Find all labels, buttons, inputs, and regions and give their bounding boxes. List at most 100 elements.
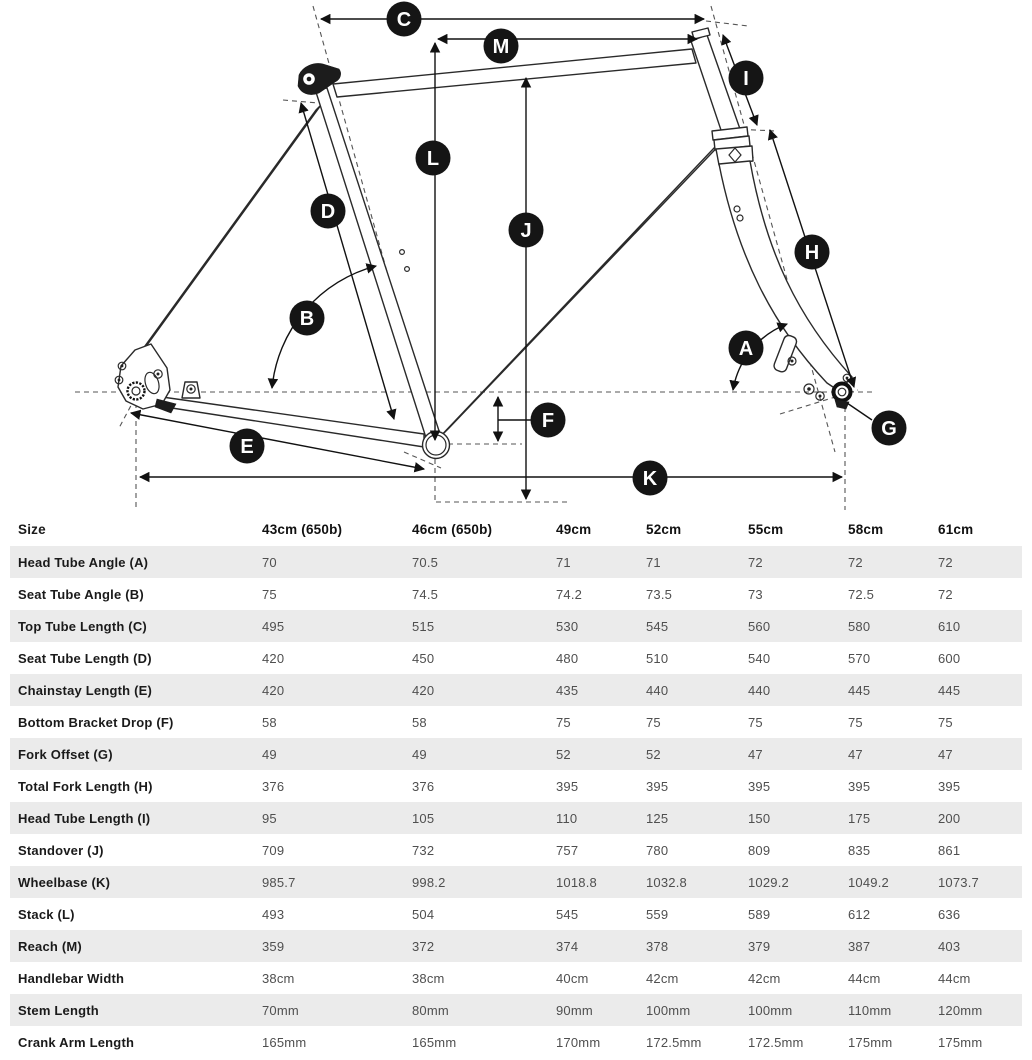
- table-row: Handlebar Width 38cm 38cm 40cm 42cm 42cm 44cm 4…: [10, 962, 1022, 994]
- header-col: 58cm: [848, 521, 884, 537]
- table-cell: 58: [412, 714, 427, 730]
- table-cell: 612: [848, 906, 871, 922]
- table-cell: 125: [646, 810, 669, 826]
- table-row: Fork Offset (G) 49 49 52 52 47 47 47: [10, 738, 1022, 770]
- table-cell: 75: [262, 586, 277, 602]
- table-cell: 450: [412, 650, 435, 666]
- table-cell: 72: [748, 554, 763, 570]
- header-col: 49cm: [556, 521, 592, 537]
- table-cell: 1073.7: [938, 874, 979, 890]
- marker-letter-d: D: [321, 201, 335, 223]
- table-cell: 580: [848, 618, 871, 634]
- table-cell: 100mm: [748, 1002, 793, 1018]
- table-cell: 71: [646, 554, 661, 570]
- table-cell: 570: [848, 650, 871, 666]
- table-cell: 835: [848, 842, 871, 858]
- chain-stay: [145, 394, 425, 448]
- table-cell: 480: [556, 650, 579, 666]
- table-cell: 757: [556, 842, 579, 858]
- row-label: Chainstay Length (E): [18, 682, 153, 698]
- table-row: Wheelbase (K) 985.7 998.2 1018.8 1032.8 1029.…: [10, 866, 1022, 898]
- marker-letter-f: F: [542, 410, 554, 432]
- table-cell: 47: [748, 746, 763, 762]
- marker-letter-h: H: [805, 242, 819, 264]
- table-cell: 420: [262, 682, 285, 698]
- table-cell: 80mm: [412, 1002, 449, 1018]
- marker-letter-g: G: [881, 418, 897, 440]
- marker-letter-m: M: [493, 36, 510, 58]
- rack-boss: [114, 375, 124, 385]
- table-cell: 395: [848, 778, 871, 794]
- table-cell: 105: [412, 810, 435, 826]
- table-header-row: Size 43cm (650b) 46cm (650b) 49cm 52cm 55cm 58…: [10, 512, 1022, 546]
- table-cell: 70: [262, 554, 277, 570]
- table-row: Crank Arm Length 165mm 165mm 170mm 172.5mm 17…: [10, 1026, 1022, 1058]
- front-brake-caliper: [773, 334, 798, 373]
- table-cell: 172.5mm: [646, 1034, 702, 1050]
- dim-seat-angle-B: [267, 263, 378, 390]
- marker-letter-c: C: [397, 9, 411, 31]
- table-body: Head Tube Angle (A) 70 70.5 71 71 72 72 72 Seat …: [10, 546, 1022, 1058]
- table-cell: 780: [646, 842, 669, 858]
- table-cell: 150: [748, 810, 771, 826]
- table-cell: 732: [412, 842, 435, 858]
- dim-seat-tube-D: [298, 101, 397, 421]
- table-cell: 530: [556, 618, 579, 634]
- row-label: Seat Tube Angle (B): [18, 586, 144, 602]
- table-cell: 376: [412, 778, 435, 794]
- table-cell: 73: [748, 586, 763, 602]
- table-cell: 58: [262, 714, 277, 730]
- marker-C: C: [386, 1, 422, 37]
- table-cell: 395: [748, 778, 771, 794]
- marker-K: K: [632, 460, 668, 496]
- table-cell: 75: [556, 714, 571, 730]
- table-cell: 387: [848, 938, 871, 954]
- dim-G-leader: [846, 402, 873, 421]
- table-cell: 95: [262, 810, 277, 826]
- table-cell: 44cm: [938, 970, 971, 986]
- marker-letter-i: I: [743, 68, 749, 90]
- table-cell: 52: [646, 746, 661, 762]
- table-cell: 540: [748, 650, 771, 666]
- table-row: Standover (J) 709 732 757 780 809 835 861: [10, 834, 1022, 866]
- marker-I: I: [728, 60, 764, 96]
- table-cell: 504: [412, 906, 435, 922]
- table-cell: 589: [748, 906, 771, 922]
- table-cell: 420: [412, 682, 435, 698]
- table-cell: 40cm: [556, 970, 589, 986]
- table-cell: 42cm: [748, 970, 781, 986]
- table-cell: 110mm: [848, 1002, 892, 1018]
- marker-E: E: [229, 428, 265, 464]
- seat-tube-boss: [399, 249, 406, 256]
- table-cell: 985.7: [262, 874, 296, 890]
- table-cell: 440: [748, 682, 771, 698]
- row-label: Wheelbase (K): [18, 874, 111, 890]
- table-cell: 47: [848, 746, 863, 762]
- table-cell: 52: [556, 746, 571, 762]
- table-cell: 75: [848, 714, 863, 730]
- rear-dropout: [114, 343, 201, 414]
- table-cell: 49: [262, 746, 277, 762]
- table-cell: 38cm: [412, 970, 445, 986]
- marker-M: M: [483, 28, 519, 64]
- top-tube: [332, 48, 697, 98]
- table-cell: 42cm: [646, 970, 679, 986]
- table-row: Head Tube Angle (A) 70 70.5 71 71 72 72 72: [10, 546, 1022, 578]
- table-cell: 200: [938, 810, 961, 826]
- rear-axle: [126, 381, 146, 401]
- table-cell: 47: [938, 746, 953, 762]
- table-cell: 445: [848, 682, 871, 698]
- front-axle: [831, 381, 853, 403]
- dim-markers: A B C D E F G H I J K L M: [229, 1, 907, 496]
- marker-L: L: [415, 140, 451, 176]
- table-cell: 1029.2: [748, 874, 789, 890]
- crown-logo-diamond: [728, 147, 742, 163]
- table-cell: 70.5: [412, 554, 439, 570]
- table-row: Seat Tube Angle (B) 75 74.5 74.2 73.5 73 72.5 7…: [10, 578, 1022, 610]
- table-cell: 998.2: [412, 874, 446, 890]
- table-cell: 809: [748, 842, 771, 858]
- table-cell: 395: [646, 778, 669, 794]
- table-row: Total Fork Length (H) 376 376 395 395 395 395 3…: [10, 770, 1022, 802]
- table-cell: 165mm: [412, 1034, 457, 1050]
- marker-J: J: [508, 212, 544, 248]
